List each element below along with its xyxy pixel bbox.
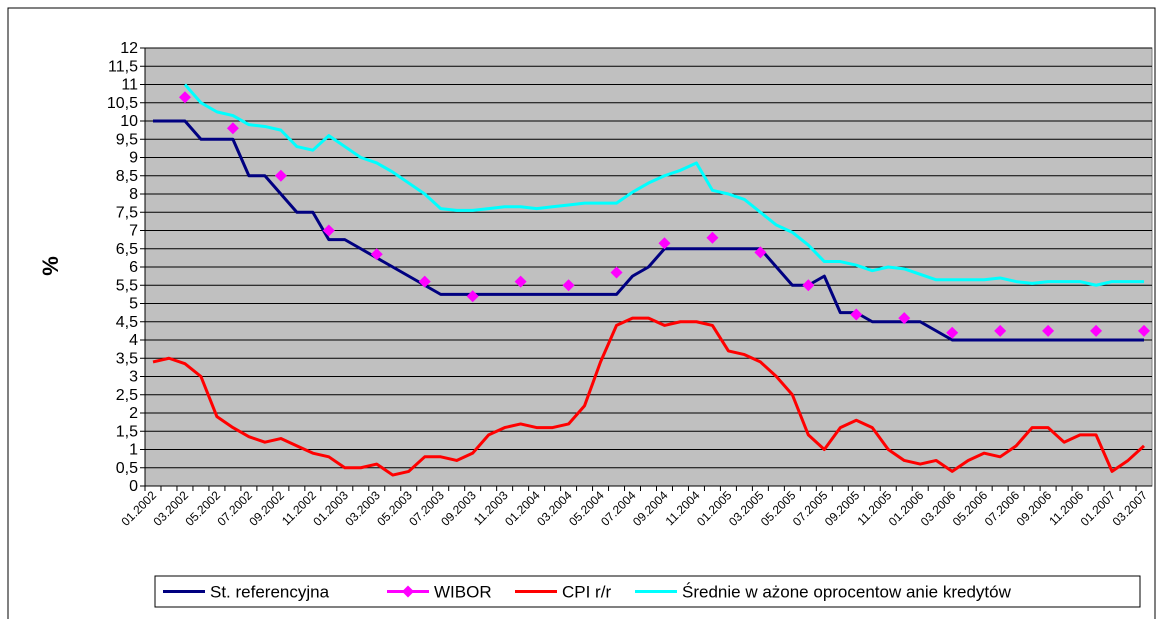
legend-label: CPI r/r [562, 583, 611, 602]
wibor-marker [610, 266, 623, 279]
y-tick-label: 10 [120, 113, 138, 130]
wibor-marker [1042, 324, 1055, 337]
wibor-marker [562, 279, 575, 292]
wibor-marker [898, 312, 911, 325]
y-tick-label: 4,5 [116, 314, 138, 331]
y-tick-label: 0,5 [116, 460, 138, 477]
wibor-marker [322, 224, 335, 237]
y-tick-label: 7 [129, 223, 138, 240]
y-tick-label: 3,5 [116, 350, 138, 367]
wibor-marker [418, 275, 431, 288]
y-tick-label: 6 [129, 259, 138, 276]
y-tick-label: 4 [129, 332, 138, 349]
legend-label: WIBOR [434, 583, 492, 602]
y-tick-label: 0 [129, 478, 138, 495]
wibor-marker [370, 248, 383, 261]
y-axis-label: % [38, 256, 63, 276]
wibor-marker [946, 326, 959, 339]
y-tick-label: 10,5 [107, 95, 138, 112]
y-tick-label: 8 [129, 186, 138, 203]
y-tick-label: 5,5 [116, 277, 138, 294]
y-tick-label: 2 [129, 405, 138, 422]
wibor-marker [466, 290, 479, 303]
wibor-marker [658, 237, 671, 250]
wibor-marker [274, 169, 287, 182]
wibor-marker [1090, 324, 1103, 337]
wibor-marker [1138, 324, 1151, 337]
y-tick-label: 2,5 [116, 387, 138, 404]
wibor-marker [226, 122, 239, 135]
legend-marker [402, 585, 414, 598]
wibor-marker [178, 91, 191, 104]
wibor-marker [514, 275, 527, 288]
y-tick-label: 5 [129, 296, 138, 313]
series-line [152, 316, 1146, 477]
y-tick-label: 3 [129, 369, 138, 386]
y-tick-label: 6,5 [116, 241, 138, 258]
series-line [152, 119, 1145, 342]
wibor-marker [994, 324, 1007, 337]
wibor-marker [754, 246, 767, 259]
y-tick-label: 12 [120, 40, 138, 57]
y-tick-label: 8,5 [116, 168, 138, 185]
series-line [183, 83, 1145, 287]
y-tick-label: 1,5 [116, 423, 138, 440]
wibor-marker [802, 279, 815, 292]
legend-label: St. referencyjna [210, 583, 330, 602]
y-tick-label: 11 [121, 77, 138, 94]
wibor-marker [850, 308, 863, 321]
y-tick-label: 1 [129, 442, 138, 459]
wibor-marker [706, 231, 719, 244]
y-tick-label: 9 [129, 150, 138, 167]
legend-label: Średnie w ażone oprocentow anie kredytów [682, 583, 1012, 602]
y-tick-label: 11,5 [108, 58, 138, 75]
y-tick-label: 7,5 [116, 204, 138, 221]
y-tick-label: 9,5 [116, 131, 138, 148]
